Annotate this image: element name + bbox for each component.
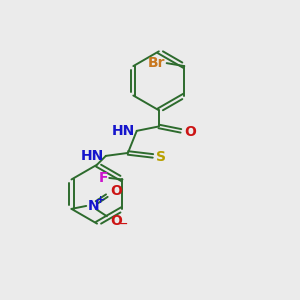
Text: O: O: [110, 184, 122, 198]
Text: HN: HN: [112, 124, 135, 138]
Text: S: S: [156, 150, 166, 164]
Text: N: N: [88, 199, 99, 213]
Text: F: F: [98, 171, 108, 185]
Text: Br: Br: [148, 56, 165, 70]
Text: O: O: [184, 125, 196, 139]
Text: +: +: [95, 195, 105, 205]
Text: −: −: [118, 219, 128, 229]
Text: O: O: [110, 214, 122, 228]
Text: HN: HN: [81, 149, 104, 163]
